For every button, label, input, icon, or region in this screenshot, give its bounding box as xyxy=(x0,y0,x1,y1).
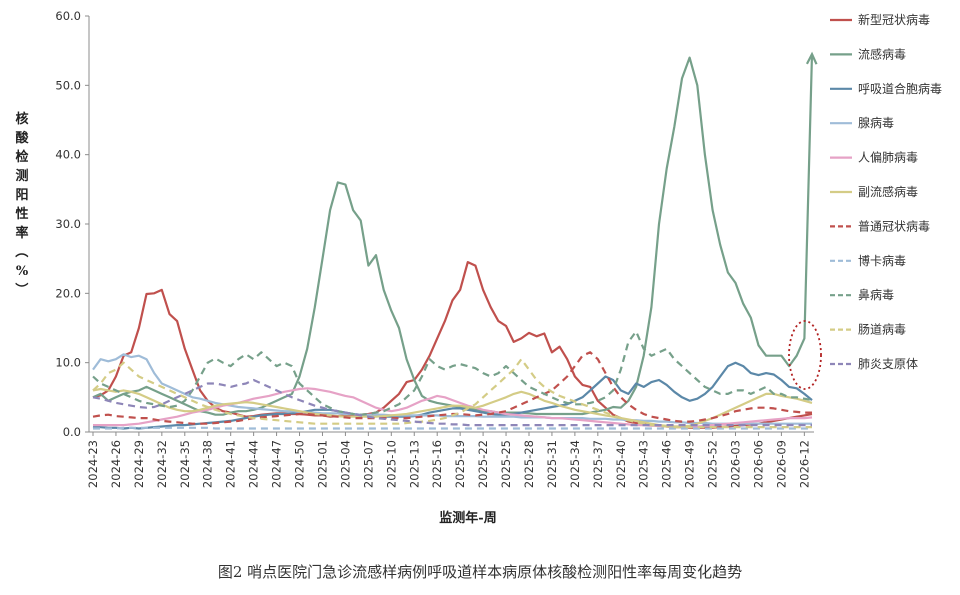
figure-caption: 图2 哨点医院门急诊流感样病例呼吸道样本病原体核酸检测阳性率每周变化趋势 xyxy=(217,563,743,581)
x-tick-label: 2024-47 xyxy=(270,440,284,488)
x-tick-label: 2024-23 xyxy=(86,440,100,488)
y-tick-label: 40.0 xyxy=(55,148,81,162)
legend-label: 人偏肺病毒 xyxy=(858,150,918,165)
x-tick-label: 2025-22 xyxy=(476,440,490,488)
highlight-ellipse xyxy=(788,320,822,390)
legend-label: 鼻病毒 xyxy=(858,287,894,302)
x-tick-label: 2024-38 xyxy=(201,440,215,488)
legend-label: 普通冠状病毒 xyxy=(858,218,930,233)
x-tick-label: 2025-07 xyxy=(361,440,375,488)
series-line xyxy=(92,378,812,427)
y-tick-label: 10.0 xyxy=(55,356,81,370)
y-tick-label: 20.0 xyxy=(55,286,81,300)
y-ticks: 0.0 10.0 20.0 30.0 40.0 50.0 60.0 xyxy=(55,9,89,439)
legend-label: 肠道病毒 xyxy=(858,322,906,337)
series-line xyxy=(92,261,813,429)
x-tick-label: 2025-13 xyxy=(407,440,421,488)
y-axis-title-char: 酸 xyxy=(15,130,29,146)
x-tick-label: 2024-32 xyxy=(155,440,169,488)
x-tick-label: 2024-41 xyxy=(224,440,238,488)
legend: 新型冠状病毒流感病毒呼吸道合胞病毒腺病毒人偏肺病毒副流感病毒普通冠状病毒博卡病毒… xyxy=(830,12,942,371)
x-tick-label: 2025-19 xyxy=(453,440,467,488)
y-axis-title-char: 检 xyxy=(15,149,28,165)
plot-series xyxy=(92,54,814,430)
x-tick-label: 2025-34 xyxy=(568,440,582,488)
x-tick-label: 2025-10 xyxy=(384,440,398,488)
x-tick-label: 2025-40 xyxy=(614,440,628,488)
x-tick-label: 2026-12 xyxy=(797,440,811,488)
x-tick-label: 2025-25 xyxy=(499,440,513,488)
legend-label: 博卡病毒 xyxy=(858,253,906,268)
x-tick-label: 2024-35 xyxy=(178,440,192,488)
x-tick-label: 2026-03 xyxy=(729,440,743,488)
y-axis-title-char: 核 xyxy=(15,111,28,127)
x-tick-label: 2025-28 xyxy=(522,440,536,488)
axes xyxy=(88,16,814,433)
x-tick-label: 2026-09 xyxy=(774,440,788,488)
x-tick-label: 2026-06 xyxy=(751,440,765,488)
y-tick-label: 30.0 xyxy=(55,217,81,231)
y-tick-label: 60.0 xyxy=(55,9,81,23)
x-ticks: 2024-23 2024-26 2024-29 2024-32 2024-35 2024-… xyxy=(86,432,811,488)
y-axis-title-char: % xyxy=(16,264,29,279)
arrowhead xyxy=(805,51,818,65)
y-axis-title: 核酸检测阳性率 （% ） xyxy=(13,111,29,296)
legend-label: 呼吸道合胞病毒 xyxy=(858,81,942,96)
x-tick-label: 2024-26 xyxy=(109,440,123,488)
x-tick-label: 2025-04 xyxy=(338,440,352,488)
legend-label: 流感病毒 xyxy=(858,46,906,61)
series-line xyxy=(92,358,812,429)
y-axis-title-char: （ xyxy=(13,244,29,257)
x-axis-title: 监测年-周 xyxy=(439,510,496,526)
x-tick-label: 2024-50 xyxy=(293,440,307,488)
y-tick-label: 0.0 xyxy=(63,425,81,439)
x-tick-label: 2025-16 xyxy=(430,440,444,488)
legend-label: 腺病毒 xyxy=(858,115,894,130)
x-tick-label: 2025-01 xyxy=(315,440,329,488)
x-tick-label: 2025-31 xyxy=(545,440,559,488)
x-tick-label: 2025-37 xyxy=(591,440,605,488)
x-tick-label: 2025-52 xyxy=(706,440,720,488)
x-tick-label: 2025-46 xyxy=(660,440,674,488)
y-axis-title-char: 测 xyxy=(15,168,28,184)
y-axis-title-char: 阳 xyxy=(15,188,28,203)
y-axis-title-char: 率 xyxy=(15,225,28,241)
legend-label: 肺炎支原体 xyxy=(858,357,918,371)
legend-label: 副流感病毒 xyxy=(858,184,918,199)
series-line xyxy=(92,54,814,416)
y-tick-label: 50.0 xyxy=(55,78,81,92)
y-axis-title-char: 性 xyxy=(15,206,28,222)
legend-label: 新型冠状病毒 xyxy=(858,12,930,27)
x-tick-label: 2024-44 xyxy=(247,440,261,488)
x-tick-label: 2024-29 xyxy=(132,440,146,488)
annotations xyxy=(788,51,822,390)
x-tick-label: 2025-43 xyxy=(637,440,651,488)
series-line xyxy=(92,351,812,425)
x-tick-label: 2025-49 xyxy=(683,440,697,488)
series-line xyxy=(92,330,813,416)
y-axis-title-char: ） xyxy=(13,282,29,295)
